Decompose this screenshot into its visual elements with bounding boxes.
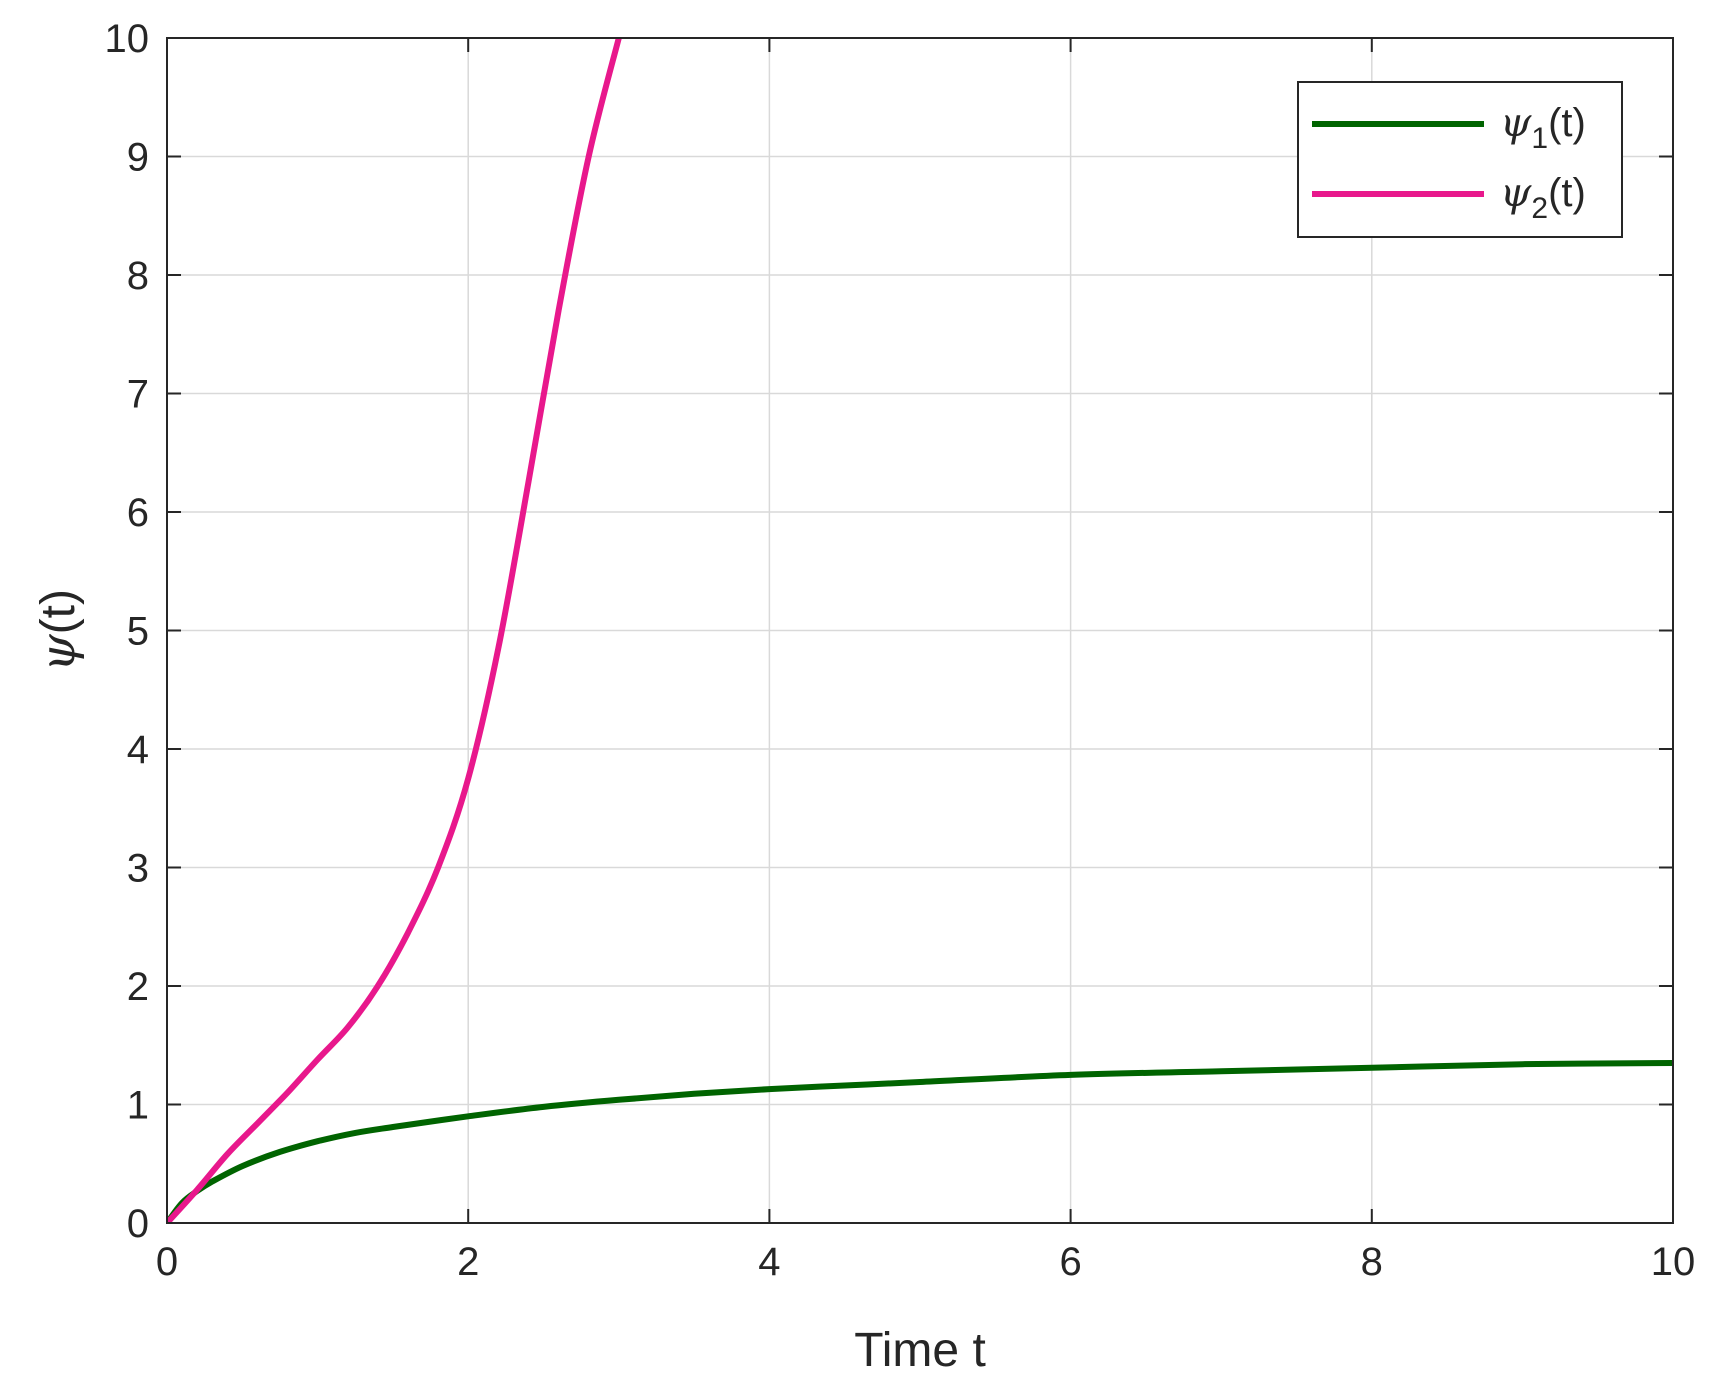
y-tick-label: 7 [127, 373, 149, 417]
legend-psi2-symbol: ψ [1500, 170, 1532, 216]
x-tick-label: 8 [1361, 1240, 1383, 1284]
legend: ψ1(t) ψ2(t) [1297, 81, 1623, 238]
legend-label-psi1: ψ1(t) [1500, 100, 1586, 155]
legend-label-psi2: ψ2(t) [1500, 170, 1586, 225]
x-tick-label: 0 [156, 1240, 178, 1284]
y-tick-label: 5 [127, 610, 149, 654]
legend-psi2-suffix: (t) [1548, 171, 1586, 215]
axis-ticks: 0 2 4 6 8 10 0 1 2 3 4 5 6 7 8 9 10 [105, 17, 1696, 1284]
legend-psi1-subscript: 1 [1531, 122, 1548, 155]
series-line-psi2 [167, 38, 622, 1223]
series-layer [167, 38, 1673, 1223]
y-axis-label: ψ(t) [30, 589, 86, 672]
y-tick-label: 3 [127, 847, 149, 891]
legend-psi1-symbol: ψ [1500, 100, 1532, 146]
legend-psi2-subscript: 2 [1531, 192, 1548, 225]
x-tick-label: 10 [1651, 1240, 1696, 1284]
x-tick-label: 6 [1059, 1240, 1081, 1284]
x-axis-label: Time t [854, 1324, 986, 1377]
x-tick-label: 4 [758, 1240, 780, 1284]
y-axis-label-suffix: (t) [32, 589, 85, 634]
y-tick-label: 4 [127, 728, 149, 772]
legend-psi1-suffix: (t) [1548, 101, 1586, 145]
x-tick-label: 2 [457, 1240, 479, 1284]
y-axis-label-symbol: ψ [30, 633, 86, 672]
y-tick-label: 2 [127, 965, 149, 1009]
legend-box [1297, 81, 1623, 238]
series-line-psi1 [167, 1060, 1673, 1223]
y-tick-label: 9 [127, 136, 149, 180]
y-tick-label: 6 [127, 491, 149, 535]
y-tick-label: 8 [127, 254, 149, 298]
y-tick-label: 1 [127, 1084, 149, 1128]
y-tick-label: 0 [127, 1202, 149, 1246]
y-tick-label: 10 [105, 17, 150, 61]
